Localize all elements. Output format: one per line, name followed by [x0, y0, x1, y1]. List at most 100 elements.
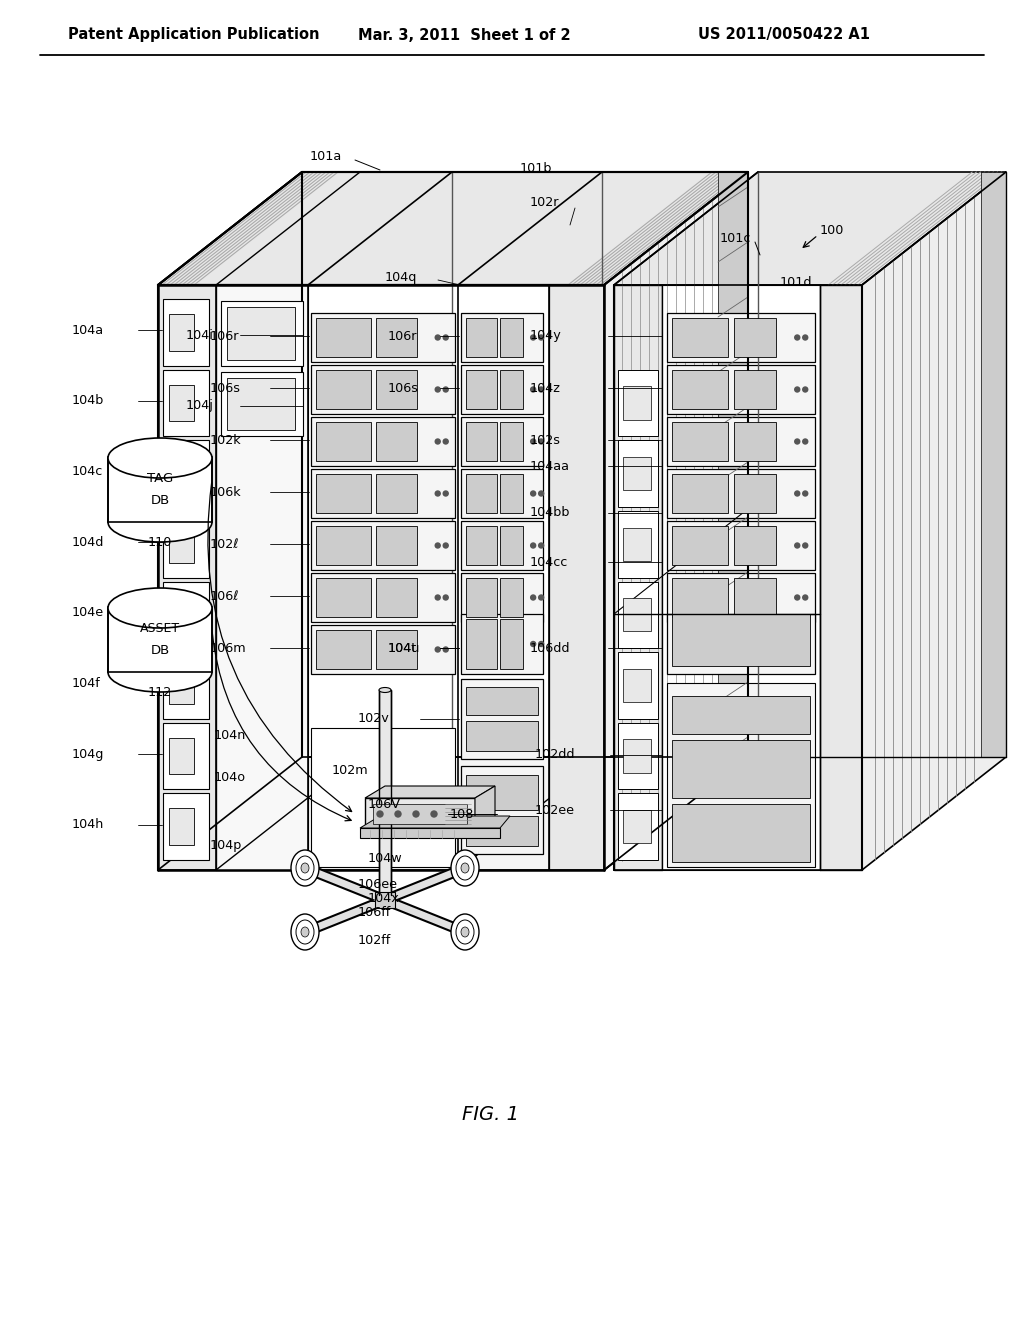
- Bar: [466, 578, 498, 616]
- Circle shape: [443, 387, 449, 392]
- Bar: [734, 474, 775, 513]
- Bar: [623, 598, 651, 631]
- Circle shape: [530, 440, 536, 444]
- Bar: [461, 678, 543, 759]
- Circle shape: [443, 335, 449, 341]
- Text: 104aa: 104aa: [530, 459, 570, 473]
- Circle shape: [795, 335, 800, 341]
- Circle shape: [539, 335, 544, 341]
- Ellipse shape: [379, 688, 391, 693]
- Bar: [667, 614, 815, 675]
- Ellipse shape: [291, 913, 319, 950]
- Circle shape: [377, 810, 383, 817]
- Bar: [618, 511, 658, 578]
- Bar: [316, 525, 371, 565]
- Text: ASSET: ASSET: [140, 622, 180, 635]
- Circle shape: [435, 440, 440, 444]
- Bar: [461, 313, 543, 362]
- Circle shape: [795, 543, 800, 548]
- Bar: [623, 528, 651, 561]
- Text: 104e: 104e: [72, 606, 104, 619]
- Bar: [169, 738, 195, 775]
- Bar: [549, 285, 604, 870]
- Bar: [501, 619, 523, 669]
- Bar: [461, 366, 543, 414]
- Text: 102ee: 102ee: [535, 804, 575, 817]
- Bar: [501, 370, 523, 409]
- Bar: [672, 525, 728, 565]
- Circle shape: [530, 642, 536, 647]
- Text: 104q: 104q: [385, 271, 418, 284]
- Bar: [501, 525, 523, 565]
- Circle shape: [443, 543, 449, 548]
- Bar: [461, 469, 543, 517]
- Circle shape: [803, 335, 808, 341]
- Text: 112: 112: [147, 685, 172, 698]
- Text: TAG: TAG: [146, 471, 173, 484]
- Bar: [221, 301, 303, 366]
- Ellipse shape: [301, 927, 309, 937]
- Polygon shape: [604, 172, 748, 870]
- Bar: [316, 630, 371, 669]
- Bar: [163, 582, 209, 648]
- Ellipse shape: [108, 652, 212, 692]
- Bar: [311, 417, 455, 466]
- Text: 104i: 104i: [186, 329, 214, 342]
- Polygon shape: [158, 756, 748, 870]
- Circle shape: [435, 335, 440, 341]
- Text: Mar. 3, 2011  Sheet 1 of 2: Mar. 3, 2011 Sheet 1 of 2: [358, 28, 570, 42]
- Circle shape: [539, 387, 544, 392]
- Circle shape: [435, 491, 440, 496]
- Ellipse shape: [291, 850, 319, 886]
- Bar: [466, 525, 498, 565]
- Bar: [667, 521, 815, 570]
- Ellipse shape: [461, 863, 469, 873]
- Bar: [311, 366, 455, 414]
- Bar: [316, 318, 371, 356]
- Circle shape: [803, 595, 808, 601]
- Bar: [614, 285, 662, 870]
- Bar: [618, 441, 658, 507]
- Bar: [623, 669, 651, 702]
- Bar: [501, 318, 523, 356]
- Circle shape: [530, 595, 536, 601]
- Text: 101c: 101c: [720, 231, 752, 244]
- Text: 102r: 102r: [530, 195, 559, 209]
- Text: 106ℓ: 106ℓ: [210, 590, 240, 602]
- Bar: [227, 308, 295, 359]
- Ellipse shape: [461, 927, 469, 937]
- Ellipse shape: [296, 855, 314, 880]
- Bar: [672, 422, 728, 461]
- Bar: [108, 607, 212, 672]
- Text: 104z: 104z: [530, 381, 561, 395]
- Text: 106ee: 106ee: [358, 878, 398, 891]
- Bar: [623, 739, 651, 772]
- Bar: [163, 370, 209, 436]
- Text: 102ℓ: 102ℓ: [210, 537, 240, 550]
- Bar: [377, 630, 417, 669]
- Polygon shape: [475, 785, 495, 830]
- Ellipse shape: [108, 502, 212, 543]
- Bar: [461, 573, 543, 622]
- Bar: [466, 422, 498, 461]
- Bar: [163, 652, 209, 719]
- Circle shape: [803, 491, 808, 496]
- Bar: [163, 793, 209, 861]
- Circle shape: [539, 440, 544, 444]
- Text: 104cc: 104cc: [530, 556, 568, 569]
- Bar: [618, 370, 658, 436]
- Bar: [316, 422, 371, 461]
- Bar: [461, 614, 543, 675]
- Polygon shape: [862, 172, 1006, 870]
- Bar: [377, 422, 417, 461]
- Circle shape: [431, 810, 437, 817]
- Text: 101b: 101b: [520, 161, 553, 174]
- Text: 106s: 106s: [210, 381, 241, 395]
- Text: 101d: 101d: [780, 276, 812, 289]
- Circle shape: [803, 387, 808, 392]
- Text: 106V: 106V: [368, 797, 401, 810]
- Text: 102k: 102k: [210, 433, 242, 446]
- Bar: [734, 525, 775, 565]
- Text: 106r: 106r: [388, 330, 418, 342]
- Bar: [365, 799, 475, 830]
